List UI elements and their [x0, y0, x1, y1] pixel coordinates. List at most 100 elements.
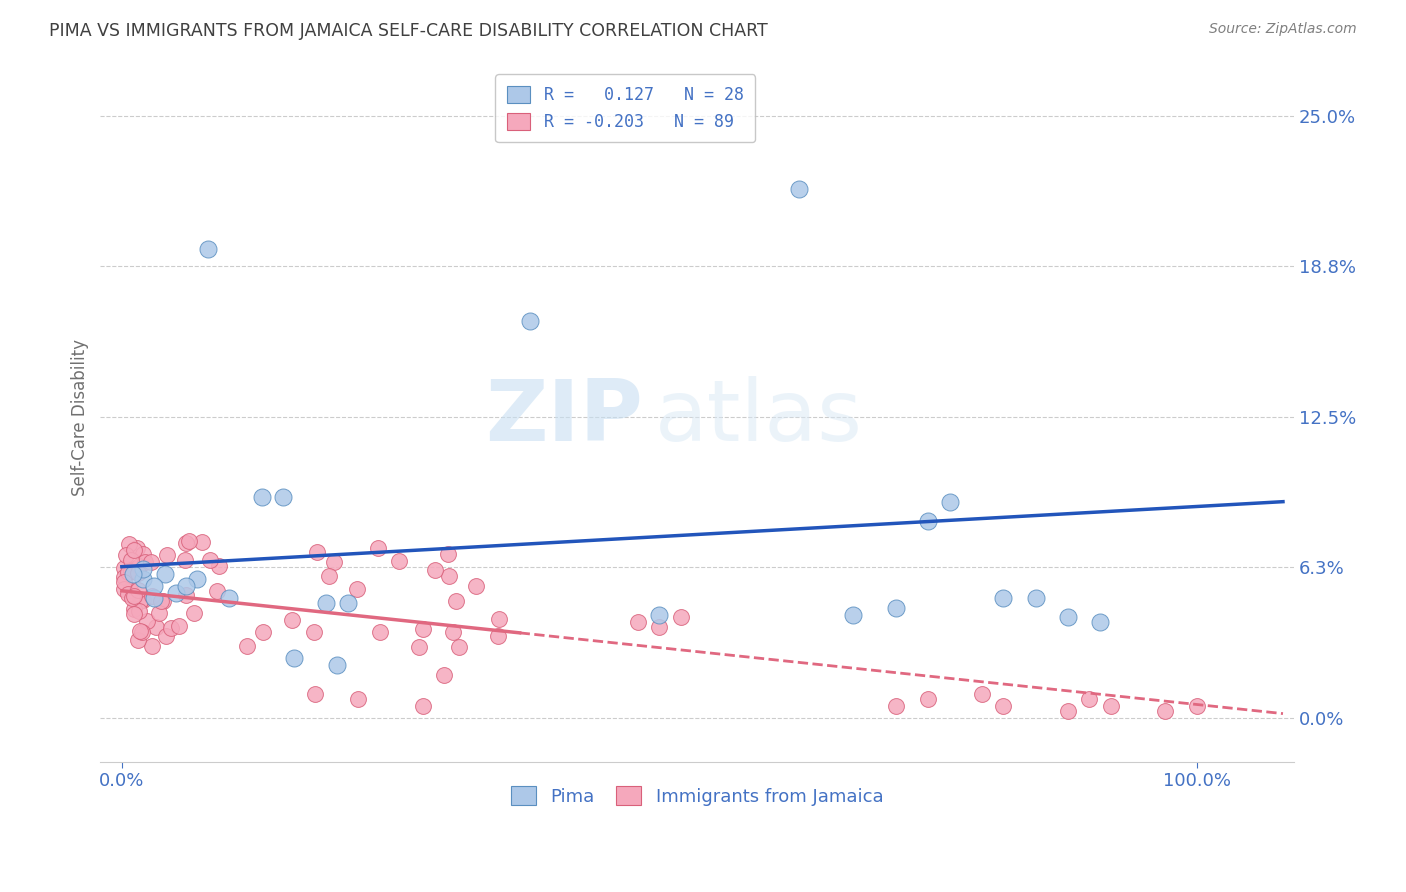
Point	[842, 607, 865, 622]
Point	[179, 533, 201, 548]
Point	[148, 606, 170, 620]
Point	[235, 639, 257, 653]
Point	[207, 558, 229, 573]
Point	[132, 547, 155, 561]
Point	[970, 687, 993, 701]
Point	[120, 582, 142, 597]
Point	[156, 549, 179, 563]
Point	[129, 624, 152, 639]
Point	[884, 699, 907, 714]
Point	[155, 629, 177, 643]
Point	[127, 633, 149, 648]
Point	[627, 615, 650, 629]
Point	[336, 596, 359, 610]
Point	[648, 607, 671, 622]
Point	[993, 591, 1015, 605]
Y-axis label: Self-Care Disability: Self-Care Disability	[72, 339, 89, 496]
Point	[444, 594, 467, 608]
Point	[127, 541, 149, 555]
Point	[315, 596, 337, 610]
Text: ZIP: ZIP	[485, 376, 644, 458]
Point	[112, 574, 135, 589]
Point	[127, 582, 149, 597]
Point	[648, 620, 671, 634]
Point	[283, 651, 305, 665]
Point	[122, 607, 145, 621]
Point	[120, 553, 142, 567]
Point	[143, 579, 166, 593]
Point	[183, 606, 205, 620]
Point	[152, 594, 174, 608]
Point	[318, 568, 340, 582]
Point	[132, 572, 155, 586]
Point	[112, 570, 135, 584]
Point	[993, 699, 1015, 714]
Point	[464, 579, 486, 593]
Text: atlas: atlas	[655, 376, 863, 458]
Point	[150, 594, 173, 608]
Point	[139, 555, 162, 569]
Point	[280, 613, 302, 627]
Point	[129, 593, 152, 607]
Point	[436, 547, 458, 561]
Point	[117, 586, 139, 600]
Point	[787, 181, 810, 195]
Point	[1090, 615, 1112, 629]
Point	[124, 562, 146, 576]
Point	[135, 614, 157, 628]
Text: Source: ZipAtlas.com: Source: ZipAtlas.com	[1209, 22, 1357, 37]
Point	[118, 537, 141, 551]
Point	[141, 639, 163, 653]
Point	[1078, 692, 1101, 706]
Point	[433, 668, 456, 682]
Point	[169, 618, 191, 632]
Point	[121, 566, 143, 581]
Point	[326, 658, 349, 673]
Point	[938, 494, 960, 508]
Point	[120, 564, 142, 578]
Point	[305, 545, 328, 559]
Point	[1099, 699, 1122, 714]
Point	[218, 591, 240, 605]
Point	[252, 624, 274, 639]
Point	[128, 558, 150, 573]
Point	[917, 692, 939, 706]
Point	[205, 583, 228, 598]
Point	[408, 640, 430, 655]
Point	[486, 629, 509, 643]
Point	[250, 490, 273, 504]
Point	[412, 699, 434, 714]
Point	[128, 604, 150, 618]
Point	[1057, 704, 1080, 718]
Point	[447, 640, 470, 654]
Point	[437, 569, 460, 583]
Point	[519, 314, 541, 328]
Point	[347, 692, 370, 706]
Point	[176, 535, 198, 549]
Point	[129, 594, 152, 608]
Point	[159, 621, 181, 635]
Point	[302, 624, 325, 639]
Point	[412, 622, 434, 636]
Point	[153, 566, 176, 581]
Point	[200, 552, 222, 566]
Point	[117, 565, 139, 579]
Point	[197, 242, 219, 256]
Point	[132, 562, 155, 576]
Point	[346, 582, 368, 596]
Point	[121, 591, 143, 605]
Point	[131, 593, 153, 607]
Point	[1025, 591, 1047, 605]
Point	[488, 612, 510, 626]
Point	[423, 563, 446, 577]
Point	[322, 556, 344, 570]
Point	[131, 624, 153, 639]
Point	[1153, 704, 1175, 718]
Point	[165, 586, 187, 600]
Point	[114, 548, 136, 562]
Point	[884, 600, 907, 615]
Point	[143, 591, 166, 605]
Point	[1185, 699, 1208, 714]
Point	[145, 619, 167, 633]
Point	[176, 588, 198, 602]
